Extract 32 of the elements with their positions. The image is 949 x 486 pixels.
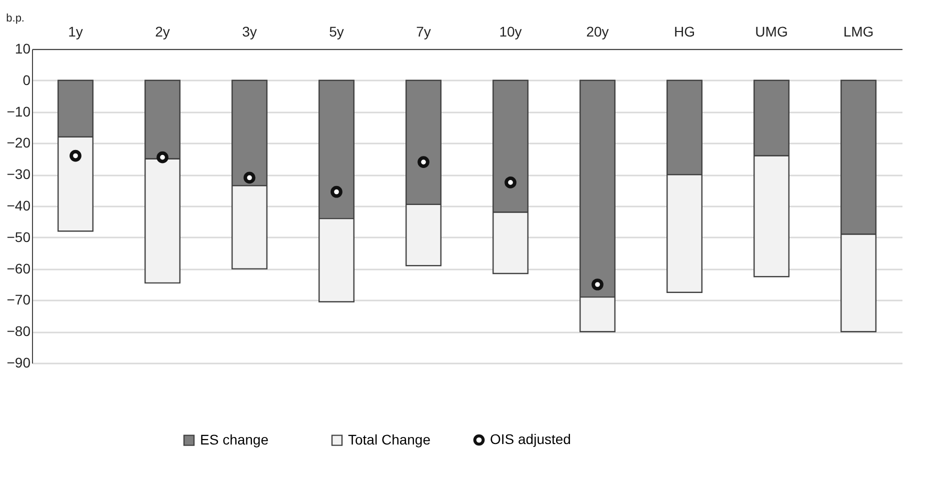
point xyxy=(418,156,430,168)
legend-label: ES change xyxy=(200,431,269,448)
y-tick-label: 10 xyxy=(14,40,31,56)
y-tick-label: −50 xyxy=(6,228,31,245)
y-tick-label: 0 xyxy=(22,72,31,88)
legend-label: OIS adjusted xyxy=(490,431,571,447)
y-tick-label: −40 xyxy=(6,198,31,214)
point xyxy=(330,186,342,198)
x-tick-label: 5y xyxy=(329,24,344,40)
y-tick-label: −70 xyxy=(6,292,31,308)
point xyxy=(504,176,516,188)
y-tick-label: −80 xyxy=(6,323,31,340)
x-tick-label: LMG xyxy=(843,24,874,40)
x-tick-label: UMG xyxy=(755,24,788,40)
x-tick-label: 20y xyxy=(586,24,609,40)
y-tick-label: −30 xyxy=(6,166,31,182)
point xyxy=(156,151,168,164)
x-tick-label: 2y xyxy=(155,24,170,40)
y-tick-label: −90 xyxy=(6,354,31,370)
y-tick-label: −10 xyxy=(6,103,31,120)
y-tick-label: −60 xyxy=(6,260,31,276)
point xyxy=(244,172,256,184)
point xyxy=(70,150,82,162)
x-tick-label: 7y xyxy=(416,24,431,40)
point xyxy=(592,278,604,290)
x-tick-label: HG xyxy=(674,24,695,40)
x-tick-label: 10y xyxy=(499,24,522,40)
x-tick-label: 1y xyxy=(68,24,83,40)
x-tick-label: 3y xyxy=(242,24,257,40)
y-axis-title: b.p. xyxy=(6,12,24,24)
legend-label: Total Change xyxy=(348,431,431,448)
y-tick-label: −20 xyxy=(6,134,31,151)
